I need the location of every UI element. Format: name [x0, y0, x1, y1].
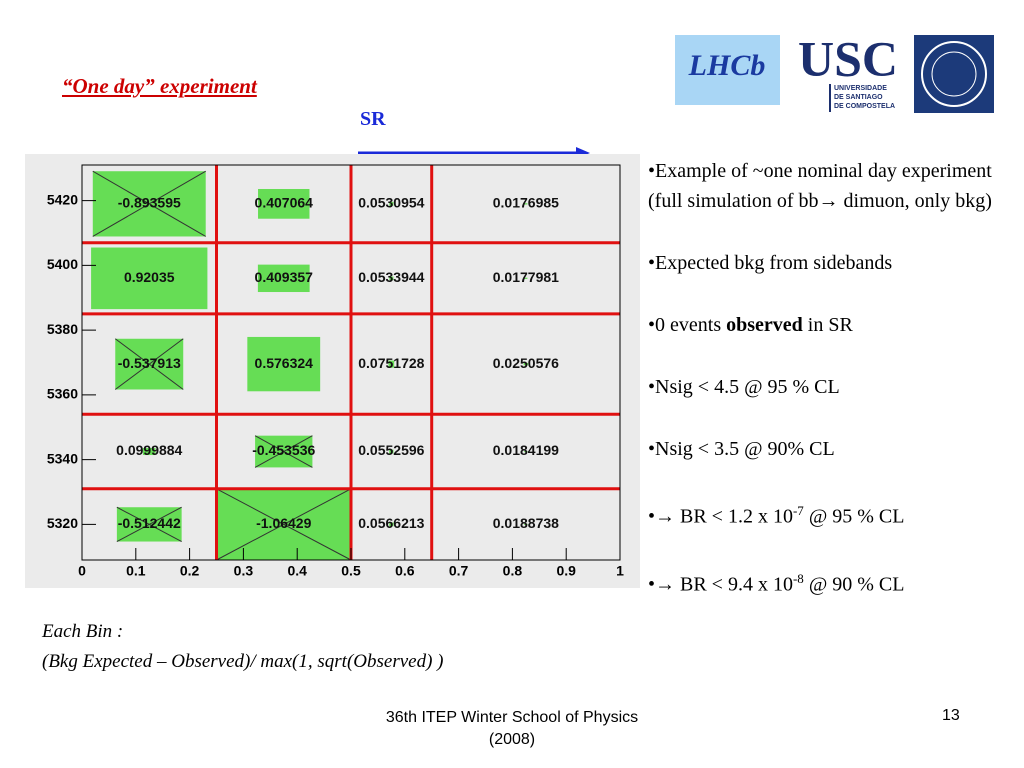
x-tick-label: 0 — [78, 563, 86, 579]
bin-label: 0.0751728 — [358, 355, 424, 371]
bin-label: 0.576324 — [255, 355, 314, 371]
bin-label: 0.0552596 — [358, 442, 424, 458]
y-tick-label: 5380 — [47, 321, 78, 337]
bullet-text: @ 90 % CL — [803, 573, 905, 596]
bullet-text: •Expected bkg from sidebands — [648, 252, 893, 274]
bin-label: 0.409357 — [255, 269, 314, 285]
bin-label: -0.893595 — [118, 195, 181, 211]
y-tick-label: 5320 — [47, 515, 78, 531]
bin-label: 0.0250576 — [493, 355, 559, 371]
negative-cross — [92, 170, 206, 237]
bullet-text: in SR — [802, 314, 853, 336]
y-tick-label: 5340 — [47, 450, 78, 466]
bullet-text: •Nsig < 3.5 @ 90% CL — [648, 438, 835, 460]
bin-box — [524, 203, 528, 205]
usc-text: USC — [798, 30, 898, 86]
bin-box — [142, 448, 156, 456]
negative-cross — [116, 506, 182, 542]
footer: 36th ITEP Winter School of Physics (2008… — [385, 709, 639, 748]
bullet-text: @ 95 % CL — [803, 505, 905, 528]
bin-box — [389, 276, 394, 281]
bin-box — [91, 247, 208, 310]
usc-sub: UNIVERSIDADE — [834, 85, 887, 92]
x-tick-label: 0.1 — [126, 563, 146, 579]
bin-box — [389, 449, 394, 454]
x-tick-label: 0.8 — [503, 563, 523, 579]
negative-cross — [216, 488, 352, 561]
lhcb-text: LHCb — [688, 49, 766, 82]
bullet-text: •Example of ~one nominal day experiment … — [648, 160, 992, 212]
bin-label: -0.453536 — [252, 442, 315, 458]
bin-label: 0.92035 — [124, 269, 175, 285]
bin-label: 0.0177981 — [493, 269, 559, 285]
bin-label: -0.537913 — [118, 355, 181, 371]
usc-sub: DE COMPOSTELA — [834, 103, 895, 110]
bin-box — [247, 336, 321, 392]
bin-box — [388, 360, 395, 368]
bin-label: 0.0999884 — [116, 442, 182, 458]
bullet: •Example of ~one nominal day experiment … — [648, 156, 993, 216]
x-tick-label: 0.7 — [449, 563, 469, 579]
bin-box — [257, 264, 310, 293]
usc-seal — [914, 35, 994, 113]
bullet-text: -7 — [792, 503, 804, 518]
bin-label: 0.0530954 — [358, 195, 424, 211]
x-tick-label: 0.6 — [395, 563, 415, 579]
note-line: Each Bin : — [42, 621, 124, 642]
x-tick-label: 1 — [616, 563, 624, 579]
bullet-text: •→ BR < 9.4 x 10 — [648, 573, 793, 596]
bullet: •0 events observed in SR — [648, 310, 993, 340]
seal-ring — [931, 51, 977, 97]
bullet: •→ BR < 9.4 x 10-8 @ 90 % CL — [648, 564, 993, 600]
bin-label: -1.06429 — [256, 515, 311, 531]
bullet: •Expected bkg from sidebands — [648, 248, 993, 278]
page-number: 13 — [942, 707, 960, 724]
logos: LHCb USC UNIVERSIDADE DE SANTIAGO DE COM… — [358, 30, 994, 159]
bin-box — [524, 277, 528, 279]
note: Each Bin : (Bkg Expected – Observed)/ ma… — [42, 617, 444, 677]
bullet: •Nsig < 4.5 @ 95 % CL — [648, 372, 993, 402]
x-tick-label: 0.4 — [287, 563, 307, 579]
bin-box — [524, 450, 528, 453]
bullet-text: •0 events — [648, 314, 727, 336]
bullet-text: -8 — [792, 570, 804, 586]
bin-label: 0.0176985 — [493, 195, 559, 211]
bullet: •Nsig < 3.5 @ 90% CL — [648, 434, 993, 464]
bullet: •→ BR < 1.2 x 10-7 @ 95 % CL — [648, 496, 993, 532]
seal-ring — [921, 41, 987, 107]
bin-label: -0.512442 — [118, 515, 181, 531]
bin-box — [258, 188, 310, 219]
bullet-text: •Nsig < 4.5 @ 95 % CL — [648, 376, 840, 398]
bullet-list: •Example of ~one nominal day experiment … — [648, 156, 993, 631]
bin-box — [524, 523, 528, 526]
note-line: (Bkg Expected – Observed)/ max(1, sqrt(O… — [42, 651, 444, 672]
bin-label: 0.407064 — [255, 195, 314, 211]
bullet-text: •→ BR < 1.2 x 10 — [648, 505, 793, 528]
chart: -0.512442 -1.06429 0.0566213 0.0188738 0.099… — [25, 154, 640, 588]
bin-box — [389, 522, 394, 527]
lhcb-logo — [675, 35, 780, 105]
x-tick-label: 0.2 — [180, 563, 200, 579]
bin-box — [389, 201, 394, 206]
x-tick-label: 0.3 — [234, 563, 254, 579]
negative-cross — [114, 338, 184, 390]
bullet-text: observed — [726, 314, 803, 336]
x-tick-label: 0.9 — [556, 563, 576, 579]
bin-label: 0.0533944 — [358, 269, 424, 285]
bin-label: 0.0566213 — [358, 515, 424, 531]
x-tick-label: 0.5 — [341, 563, 361, 579]
bin-box — [523, 362, 529, 366]
slide-title: “One day” experiment — [62, 74, 257, 98]
bin-label: 0.0184199 — [493, 442, 559, 458]
y-tick-label: 5360 — [47, 386, 78, 402]
y-tick-label: 5420 — [47, 191, 78, 207]
negative-cross — [254, 435, 313, 468]
usc-sub: DE SANTIAGO — [834, 94, 883, 101]
bin-label: 0.0188738 — [493, 515, 559, 531]
y-tick-label: 5400 — [47, 256, 78, 272]
sr-label: SR — [360, 108, 386, 130]
